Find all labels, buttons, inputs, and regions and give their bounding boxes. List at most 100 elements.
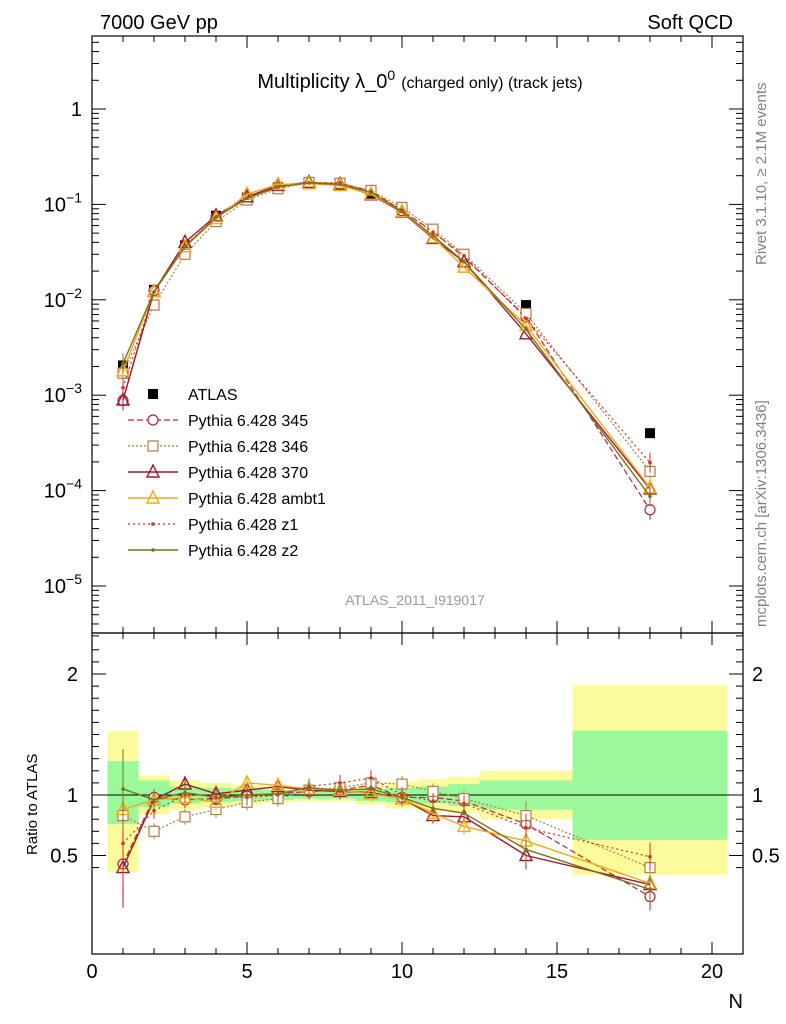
data-point-z2 (524, 327, 528, 332)
ratio-point-z1 (369, 776, 373, 780)
data-point-ambt1 (270, 175, 286, 191)
data-point-z2 (214, 215, 218, 220)
data-point-ambt1 (177, 238, 193, 253)
top-y-tick-label: 10−2 (44, 285, 82, 312)
band-green (572, 730, 728, 840)
y-tick-base: 10 (44, 576, 66, 598)
data-point-data (645, 428, 655, 439)
ratio-point-z2 (400, 795, 404, 800)
ratio-point-z1 (152, 808, 156, 813)
legend-marker (148, 389, 158, 399)
top-y-tick-label: 10−5 (44, 571, 82, 598)
ratio-y-tick-label-right: 0.5 (752, 846, 780, 868)
ratio-point-z1 (462, 801, 466, 806)
top-y-tick-label: 10−1 (44, 189, 82, 216)
legend-label: Pythia 6.428 370 (188, 465, 308, 482)
top-axis-ticks (91, 36, 744, 637)
ratio-y-tick-label: 2 (67, 664, 78, 686)
watermark-label: ATLAS_2011_I919017 (345, 592, 485, 608)
data-point-z2 (276, 185, 280, 189)
y-tick-exponent: −2 (66, 285, 82, 301)
ratio-y-axis-label: Ratio to ATLAS (24, 754, 41, 855)
legend-label: Pythia 6.428 ambt1 (188, 491, 326, 508)
series-p346 (117, 176, 656, 482)
y-tick-exponent: −5 (66, 571, 82, 587)
legend-marker (147, 414, 159, 426)
ratio-y-tick-label: 0.5 (50, 846, 78, 868)
data-point-p370 (115, 391, 131, 406)
data-point-z1 (121, 385, 125, 390)
legend-entry-z1: Pythia 6.428 z1 (128, 517, 298, 534)
series-line-z2 (122, 182, 651, 497)
ratio-line-z2 (122, 787, 651, 891)
data-point-z1 (648, 460, 652, 465)
y-tick-exponent: −4 (66, 476, 82, 492)
ratio-point-z2 (338, 788, 342, 792)
ratio-line-p370 (122, 783, 651, 886)
bottom-frame (91, 632, 744, 955)
legend-label: Pythia 6.428 z2 (188, 543, 298, 560)
y-tick-exponent: −3 (66, 380, 82, 396)
legend-label: Pythia 6.428 z1 (188, 517, 298, 534)
x-tick-label: 20 (701, 961, 723, 983)
ratio-uncertainty-bands (107, 684, 728, 875)
legend-label: Pythia 6.428 346 (188, 439, 308, 456)
data-point-z2 (648, 494, 652, 499)
y-tick-base: 10 (44, 194, 66, 216)
plot-title-sup: 0 (387, 67, 395, 83)
data-point-z2 (152, 290, 156, 294)
data-point-z2 (307, 181, 311, 185)
data-point-data (521, 300, 531, 311)
legend: ATLAS Pythia 6.428 345 Pythia 6.428 346 Pyt… (128, 387, 326, 560)
top-series-group (115, 173, 658, 520)
plot-title: Multiplicity λ_00 (charged only) (track j… (257, 67, 582, 93)
legend-entry-p370: Pythia 6.428 370 (128, 463, 308, 482)
y-tick-base: 10 (44, 481, 66, 503)
data-point-ambt1 (208, 210, 224, 225)
header-right: Soft QCD (647, 12, 733, 34)
legend-entry-ambt1: Pythia 6.428 ambt1 (128, 489, 326, 508)
header-left: 7000 GeV pp (100, 12, 218, 34)
top-y-tick-labels: 110−110−210−310−410−5 (44, 99, 82, 598)
ratio-point-z1 (121, 841, 125, 846)
ratio-y-tick-label-right: 1 (752, 785, 763, 807)
ratio-point-z2 (431, 806, 435, 811)
data-point-z2 (462, 260, 466, 264)
y-tick-base: 10 (44, 290, 66, 312)
y-tick-base: 10 (44, 385, 66, 407)
top-y-tick-label: 1 (71, 99, 82, 121)
x-tick-label: 10 (391, 961, 413, 983)
data-point-ambt1 (425, 228, 441, 244)
legend-label: Pythia 6.428 345 (188, 413, 308, 430)
data-point-z1 (524, 316, 528, 321)
mcplots-label: mcplots.cern.ch [arXiv:1306.3436] (753, 400, 770, 627)
legend-marker (151, 548, 155, 552)
ratio-line-z1 (122, 777, 651, 858)
top-y-tick-label: 10−3 (44, 380, 82, 407)
legend-entry-data: ATLAS (148, 387, 238, 404)
data-point-z2 (431, 233, 435, 238)
ratio-point-ambt1 (363, 785, 379, 800)
legend-marker (145, 489, 161, 504)
x-tick-label: 15 (546, 961, 568, 983)
ratio-y-tick-label-right: 2 (752, 664, 763, 686)
x-tick-label: 0 (86, 961, 97, 983)
data-point-z2 (400, 209, 404, 214)
data-point-ambt1 (115, 362, 131, 377)
ratio-point-z2 (648, 887, 652, 892)
ratio-series-z2 (121, 748, 652, 904)
rivet-label: Rivet 3.1.10, ≥ 2.1M events (753, 83, 770, 266)
legend-entry-z2: Pythia 6.428 z2 (128, 543, 298, 560)
ratio-point-z2 (524, 847, 528, 852)
ratio-point-z2 (152, 798, 156, 802)
bottom-tick-labels: 0.5 0.51 12 20 5 10 15 20 (50, 664, 780, 983)
ratio-point-z2 (307, 785, 311, 790)
ratio-point-ambt1 (425, 804, 441, 819)
ratio-point-z2 (183, 790, 187, 795)
data-point-z2 (369, 190, 373, 195)
data-point-z2 (183, 244, 187, 249)
data-point-z2 (245, 196, 249, 201)
ratio-series-group (115, 748, 658, 911)
legend-entry-p346: Pythia 6.428 346 (128, 439, 308, 456)
